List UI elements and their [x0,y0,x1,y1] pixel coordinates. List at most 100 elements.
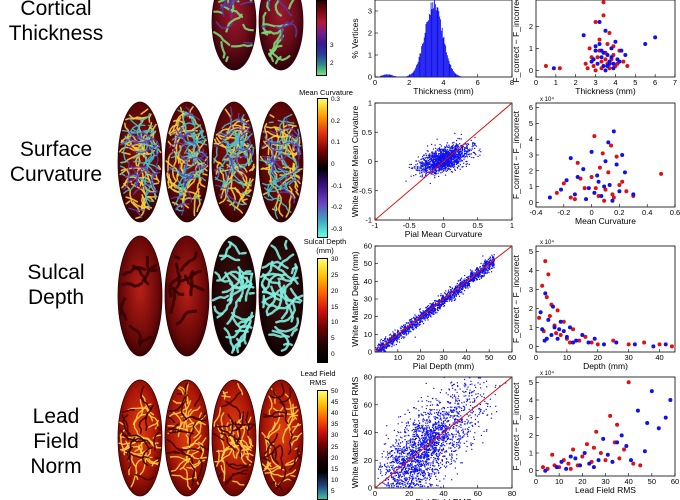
scatter-point [427,309,429,311]
scatter-point [475,397,478,399]
gyral-pattern [195,130,204,160]
scatter-point [435,458,437,460]
scatter-point [409,444,411,446]
scatter-point [450,150,452,152]
scatter-point [458,295,461,297]
scatter-point [451,151,453,154]
scatter-point-blue [624,443,629,448]
scatter-point [445,466,447,469]
gyral-pattern [270,244,282,260]
scatter-point [409,326,411,328]
scatter-point [398,480,400,482]
scatter-point [463,148,466,151]
gyral-pattern [123,180,133,185]
scatter-point [452,383,455,386]
scatter-point [452,147,455,149]
scatter-point [428,455,430,457]
scatter-point [442,158,444,160]
scatter-point [388,340,390,343]
scatter-point [444,292,446,295]
scatter-point-blue [568,454,573,459]
scatter-point [432,462,434,465]
scatter-point [449,427,451,429]
scatter-point [423,163,425,165]
scatter-point [431,168,434,170]
scatter-point [469,276,471,278]
scatter-point [478,425,480,428]
scatter-point [420,311,422,314]
scatter-point [431,166,433,168]
scatter-point [425,173,427,175]
gyral-pattern [121,409,135,413]
scatter-point [412,444,414,446]
scatter-point-blue [546,317,551,322]
scatter-point [401,331,403,333]
scatter-point [388,339,390,341]
y-tick-label: 0.5 [362,128,372,137]
gyral-pattern [228,157,243,178]
scatter-point [467,284,469,287]
scatter-point [466,146,468,148]
gyral-pattern [180,152,199,177]
x-axis-label: Pial Mean Curvature [405,229,483,239]
scatter-point [438,156,440,158]
gyral-pattern [127,436,136,461]
scatter-point [446,169,449,172]
y-tick-label: 3 [529,413,533,422]
scatter-point [393,334,395,336]
scatter-point [437,429,440,431]
gyral-pattern [225,56,229,63]
scatter-point-blue [543,468,548,473]
x-tick-label: 6 [476,78,480,87]
scatter-point-red [577,338,582,343]
scatter-point [457,292,459,294]
scatter-point-blue [591,57,596,62]
scatter-point [390,333,392,335]
gyral-pattern [175,203,190,210]
scatter-point [438,150,440,152]
scatter-point [444,146,446,148]
scatter-point-blue [601,64,606,68]
scatter-point [445,152,447,154]
scatter-point [464,285,466,287]
scatter-point-red [624,189,629,194]
scatter-point [418,324,420,326]
scatter-point [418,309,421,311]
gyral-pattern [167,171,180,189]
scatter-point [411,167,413,170]
colorbar-tick: 0 [331,351,335,358]
scatter-point [435,169,438,172]
scatter-point [446,293,448,295]
scatter-point [464,148,466,150]
scatter-point [425,169,427,171]
scatter-point [420,312,422,314]
depth-wm-brain-left-hemisphere [211,235,257,357]
scatter-point [444,300,446,302]
scatter-point-red [622,447,627,452]
histogram-bar [391,74,393,77]
scatter-point [434,175,436,177]
histogram-bar [395,76,397,77]
scatter-point [470,279,472,281]
scatter-point [377,349,380,351]
scatter-point [461,152,463,154]
scatter-point-blue [564,334,569,339]
scatter-point-blue [596,179,601,184]
scatter-point [392,339,394,341]
gyral-pattern [234,187,252,196]
scatter-point [495,405,497,407]
scatter-point [477,393,479,395]
scatter-point [493,264,495,266]
gyral-pattern [216,449,220,467]
scatter-point [451,288,453,290]
y-axis-label: F_correct − F_incorrect [511,254,521,343]
scatter-point [446,154,448,156]
scatter-point [392,456,394,458]
scatter-point [435,163,437,165]
y-tick-label: 30 [364,295,372,304]
identity-line [375,103,512,220]
histogram-bar [392,75,393,77]
scatter-point [418,318,420,320]
histogram-bar [381,75,383,77]
scatter-point-red [572,197,577,202]
